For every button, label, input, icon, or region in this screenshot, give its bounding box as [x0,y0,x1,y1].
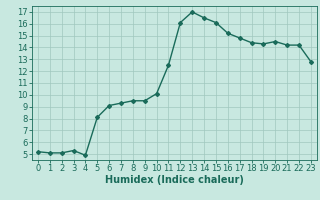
X-axis label: Humidex (Indice chaleur): Humidex (Indice chaleur) [105,175,244,185]
